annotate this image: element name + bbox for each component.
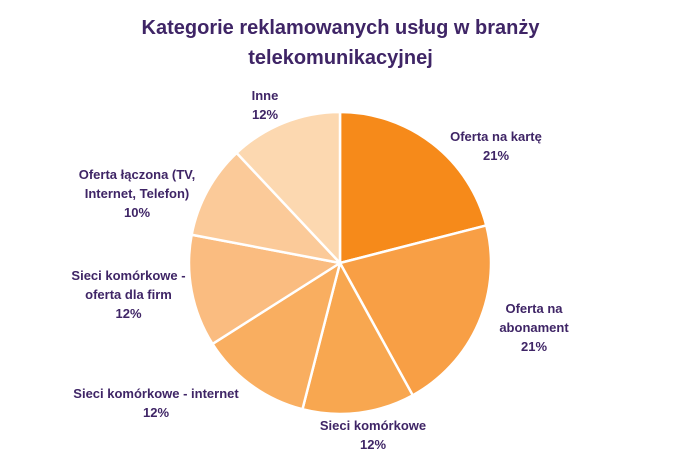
pie-slice-5 bbox=[190, 151, 342, 265]
pie-slice-0 bbox=[338, 110, 488, 265]
chart-title-line-2: telekomunikacyjnej bbox=[248, 47, 433, 69]
pie-slice-2 bbox=[301, 261, 414, 416]
slice-label-oferta-laczona: Oferta łączona (TV, Internet, Telefon) 1… bbox=[67, 165, 207, 222]
slice-label-oferta-na-karte: Oferta na kartę 21% bbox=[431, 127, 561, 165]
slice-label-name: Sieci komórkowe bbox=[319, 418, 427, 433]
pie-slice-4 bbox=[187, 233, 342, 346]
slice-label-pct: 21% bbox=[520, 339, 548, 354]
slice-label-name: Oferta łączona (TV, Internet, Telefon) bbox=[78, 167, 196, 201]
slice-label-sieci-komorkowe-oferta-dla-firm: Sieci komórkowe - oferta dla firm 12% bbox=[66, 266, 191, 323]
chart-title: Kategorie reklamowanych usług w branży t… bbox=[0, 13, 681, 73]
slice-label-pct: 21% bbox=[482, 148, 510, 163]
pie-slice-1 bbox=[338, 224, 493, 397]
slice-label-inne: Inne 12% bbox=[230, 86, 300, 124]
slice-label-pct: 12% bbox=[251, 107, 279, 122]
slice-label-name: Oferta na abonament bbox=[499, 301, 569, 335]
slice-label-sieci-komorkowe: Sieci komórkowe 12% bbox=[293, 416, 453, 454]
pie-slice-3 bbox=[211, 261, 342, 411]
slice-label-name: Inne bbox=[251, 88, 279, 103]
slice-label-sieci-komorkowe-internet: Sieci komórkowe - internet 12% bbox=[61, 384, 251, 422]
slice-label-pct: 10% bbox=[123, 205, 151, 220]
slice-label-oferta-na-abonament: Oferta na abonament 21% bbox=[484, 299, 584, 356]
slice-label-pct: 12% bbox=[142, 405, 170, 420]
slice-label-pct: 12% bbox=[115, 306, 142, 321]
slice-label-name: Sieci komórkowe - internet bbox=[73, 386, 239, 401]
chart-title-line-1: Kategorie reklamowanych usług w branży bbox=[141, 17, 540, 39]
slice-label-name: Oferta na kartę bbox=[450, 129, 542, 144]
pie-slice-6 bbox=[235, 110, 342, 265]
slice-label-pct: 12% bbox=[359, 437, 387, 452]
slice-label-name: Sieci komórkowe - oferta dla firm bbox=[71, 268, 186, 302]
